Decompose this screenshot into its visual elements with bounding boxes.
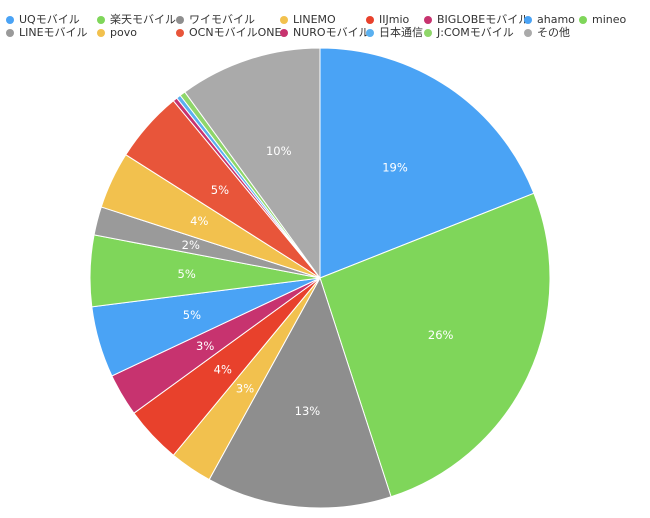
legend-label: その他 <box>537 26 570 39</box>
legend-item-biglobe: BIGLOBEモバイル <box>424 13 529 26</box>
legend-item-uq: UQモバイル <box>6 13 80 26</box>
legend-label: OCNモバイルONE <box>189 26 282 39</box>
legend-swatch <box>424 28 432 37</box>
legend-label: 日本通信 <box>379 26 423 39</box>
legend-item-other: その他 <box>524 26 570 39</box>
slice-label-1: 26% <box>428 328 454 342</box>
legend-label: J:COMモバイル <box>437 26 514 39</box>
legend-item-nihon-tsushin: 日本通信 <box>366 26 423 39</box>
legend-swatch <box>280 15 288 24</box>
pie-slice-2 <box>208 276 392 509</box>
legend-label: BIGLOBEモバイル <box>437 13 530 26</box>
pie-slice-1 <box>319 192 551 498</box>
legend-item-ymobile: ワイモバイル <box>176 13 255 26</box>
slice-label-9: 4% <box>190 214 208 228</box>
slice-label-5: 3% <box>196 339 214 353</box>
slice-label-10: 5% <box>211 183 229 197</box>
slice-label-0: 19% <box>382 161 408 175</box>
legend-swatch <box>524 28 532 37</box>
legend-item-povo: povo <box>97 26 137 39</box>
legend-item-ocn: OCNモバイルONE <box>176 26 281 39</box>
legend-swatch <box>97 28 105 37</box>
legend-item-mineo: mineo <box>579 13 626 26</box>
legend-swatch <box>579 15 587 24</box>
slice-label-14: 10% <box>266 144 292 158</box>
pie-slice-14 <box>184 47 321 280</box>
slice-label-3: 3% <box>236 381 254 395</box>
legend-label: 楽天モバイル <box>110 13 176 26</box>
legend-swatch <box>366 28 374 37</box>
legend-label: povo <box>110 26 137 39</box>
legend-swatch <box>176 15 184 24</box>
legend-swatch <box>97 15 105 24</box>
slice-label-7: 5% <box>178 267 196 281</box>
legend-label: LINEモバイル <box>19 26 88 39</box>
legend-item-linemo: LINEMO <box>280 13 336 26</box>
legend-item-line: LINEモバイル <box>6 26 88 39</box>
pie-slice-0 <box>319 47 535 279</box>
legend-item-rakuten: 楽天モバイル <box>97 13 176 26</box>
legend-label: NUROモバイル <box>293 26 370 39</box>
legend-swatch <box>6 28 14 37</box>
slice-label-6: 5% <box>183 308 201 322</box>
legend-item-nuro: NUROモバイル <box>280 26 370 39</box>
slice-label-2: 13% <box>295 404 321 418</box>
slice-label-4: 4% <box>214 362 232 376</box>
legend-label: mineo <box>592 13 627 26</box>
legend-label: ahamo <box>537 13 575 26</box>
legend-swatch <box>366 15 374 24</box>
legend-swatch <box>176 28 184 37</box>
legend-label: IIJmio <box>379 13 410 26</box>
legend-swatch <box>524 15 532 24</box>
legend-swatch <box>280 28 288 37</box>
legend: UQモバイル 楽天モバイル ワイモバイル LINEMO IIJmio BIGLO… <box>0 0 650 40</box>
legend-item-iijmio: IIJmio <box>366 13 409 26</box>
legend-swatch <box>424 15 432 24</box>
legend-item-ahamo: ahamo <box>524 13 575 26</box>
legend-item-jcom: J:COMモバイル <box>424 26 514 39</box>
legend-swatch <box>6 15 14 24</box>
legend-label: UQモバイル <box>19 13 80 26</box>
legend-label: ワイモバイル <box>189 13 255 26</box>
slice-label-8: 2% <box>182 238 200 252</box>
legend-label: LINEMO <box>293 13 336 26</box>
